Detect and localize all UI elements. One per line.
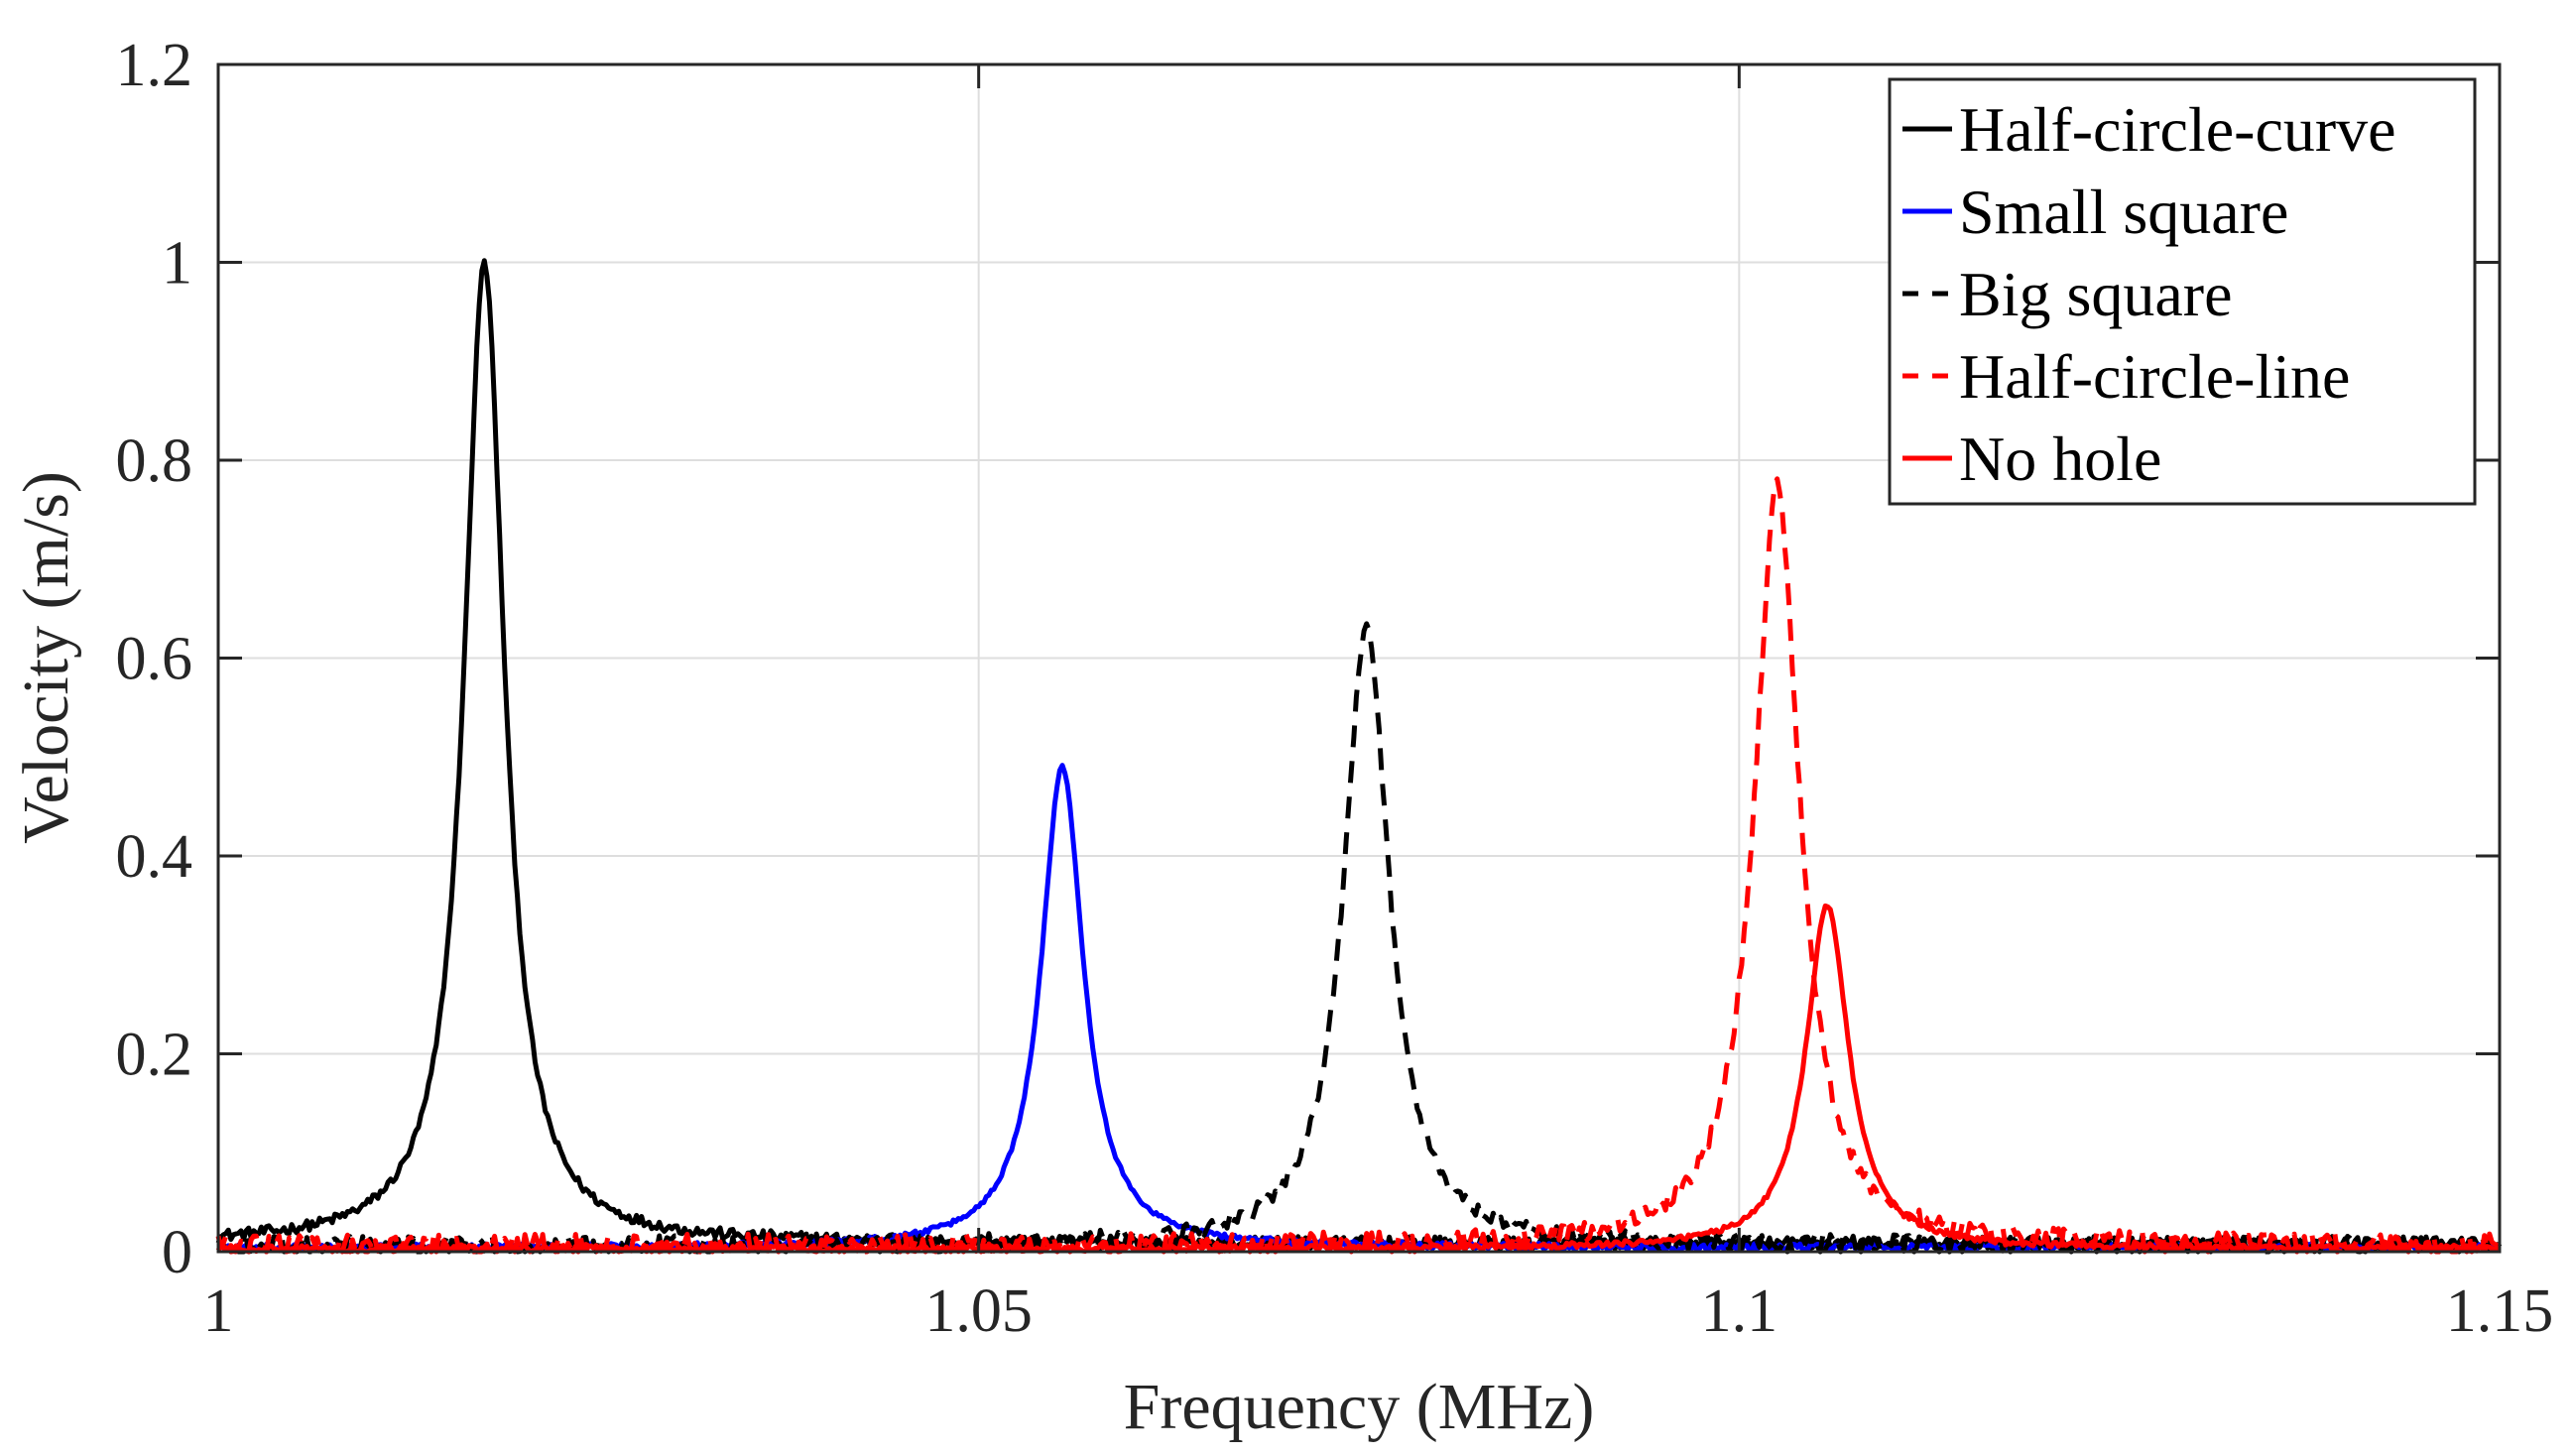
legend-label: Big square — [1959, 259, 2233, 329]
y-tick-label: 0.2 — [116, 1022, 193, 1089]
y-tick-label: 0 — [162, 1219, 192, 1286]
y-axis-title: Velocity (m/s) — [10, 471, 82, 844]
x-tick-label: 1.05 — [924, 1277, 1033, 1345]
x-tick-label: 1 — [203, 1277, 234, 1345]
series-line-big-square — [215, 621, 2502, 1255]
x-tick-label: 1.15 — [2446, 1277, 2554, 1345]
legend-items: Half-circle-curve Small square Big square H… — [1902, 94, 2396, 494]
y-tick-label: 1.2 — [116, 32, 193, 99]
y-tick-label: 0.6 — [116, 626, 193, 693]
ticks: 1 1.05 1.1 1.15 0 0.2 0.4 0.6 0.8 1 1.2 — [116, 32, 2554, 1345]
y-tick-label: 0.4 — [116, 823, 193, 891]
y-tick-label: 0.8 — [116, 427, 193, 495]
legend-label: Small square — [1959, 177, 2288, 247]
legend-box — [1888, 77, 2477, 506]
legend-label: Half-circle-curve — [1959, 94, 2396, 165]
series-line-no-hole — [215, 903, 2502, 1255]
y-tick-label: 1 — [162, 230, 192, 298]
x-axis-title: Frequency (MHz) — [1124, 1371, 1595, 1443]
legend-label: Half-circle-line — [1959, 341, 2350, 412]
legend-label: No hole — [1959, 424, 2161, 494]
legend: Half-circle-curve Small square Big square H… — [1888, 77, 2477, 506]
x-tick-label: 1.1 — [1701, 1277, 1778, 1345]
